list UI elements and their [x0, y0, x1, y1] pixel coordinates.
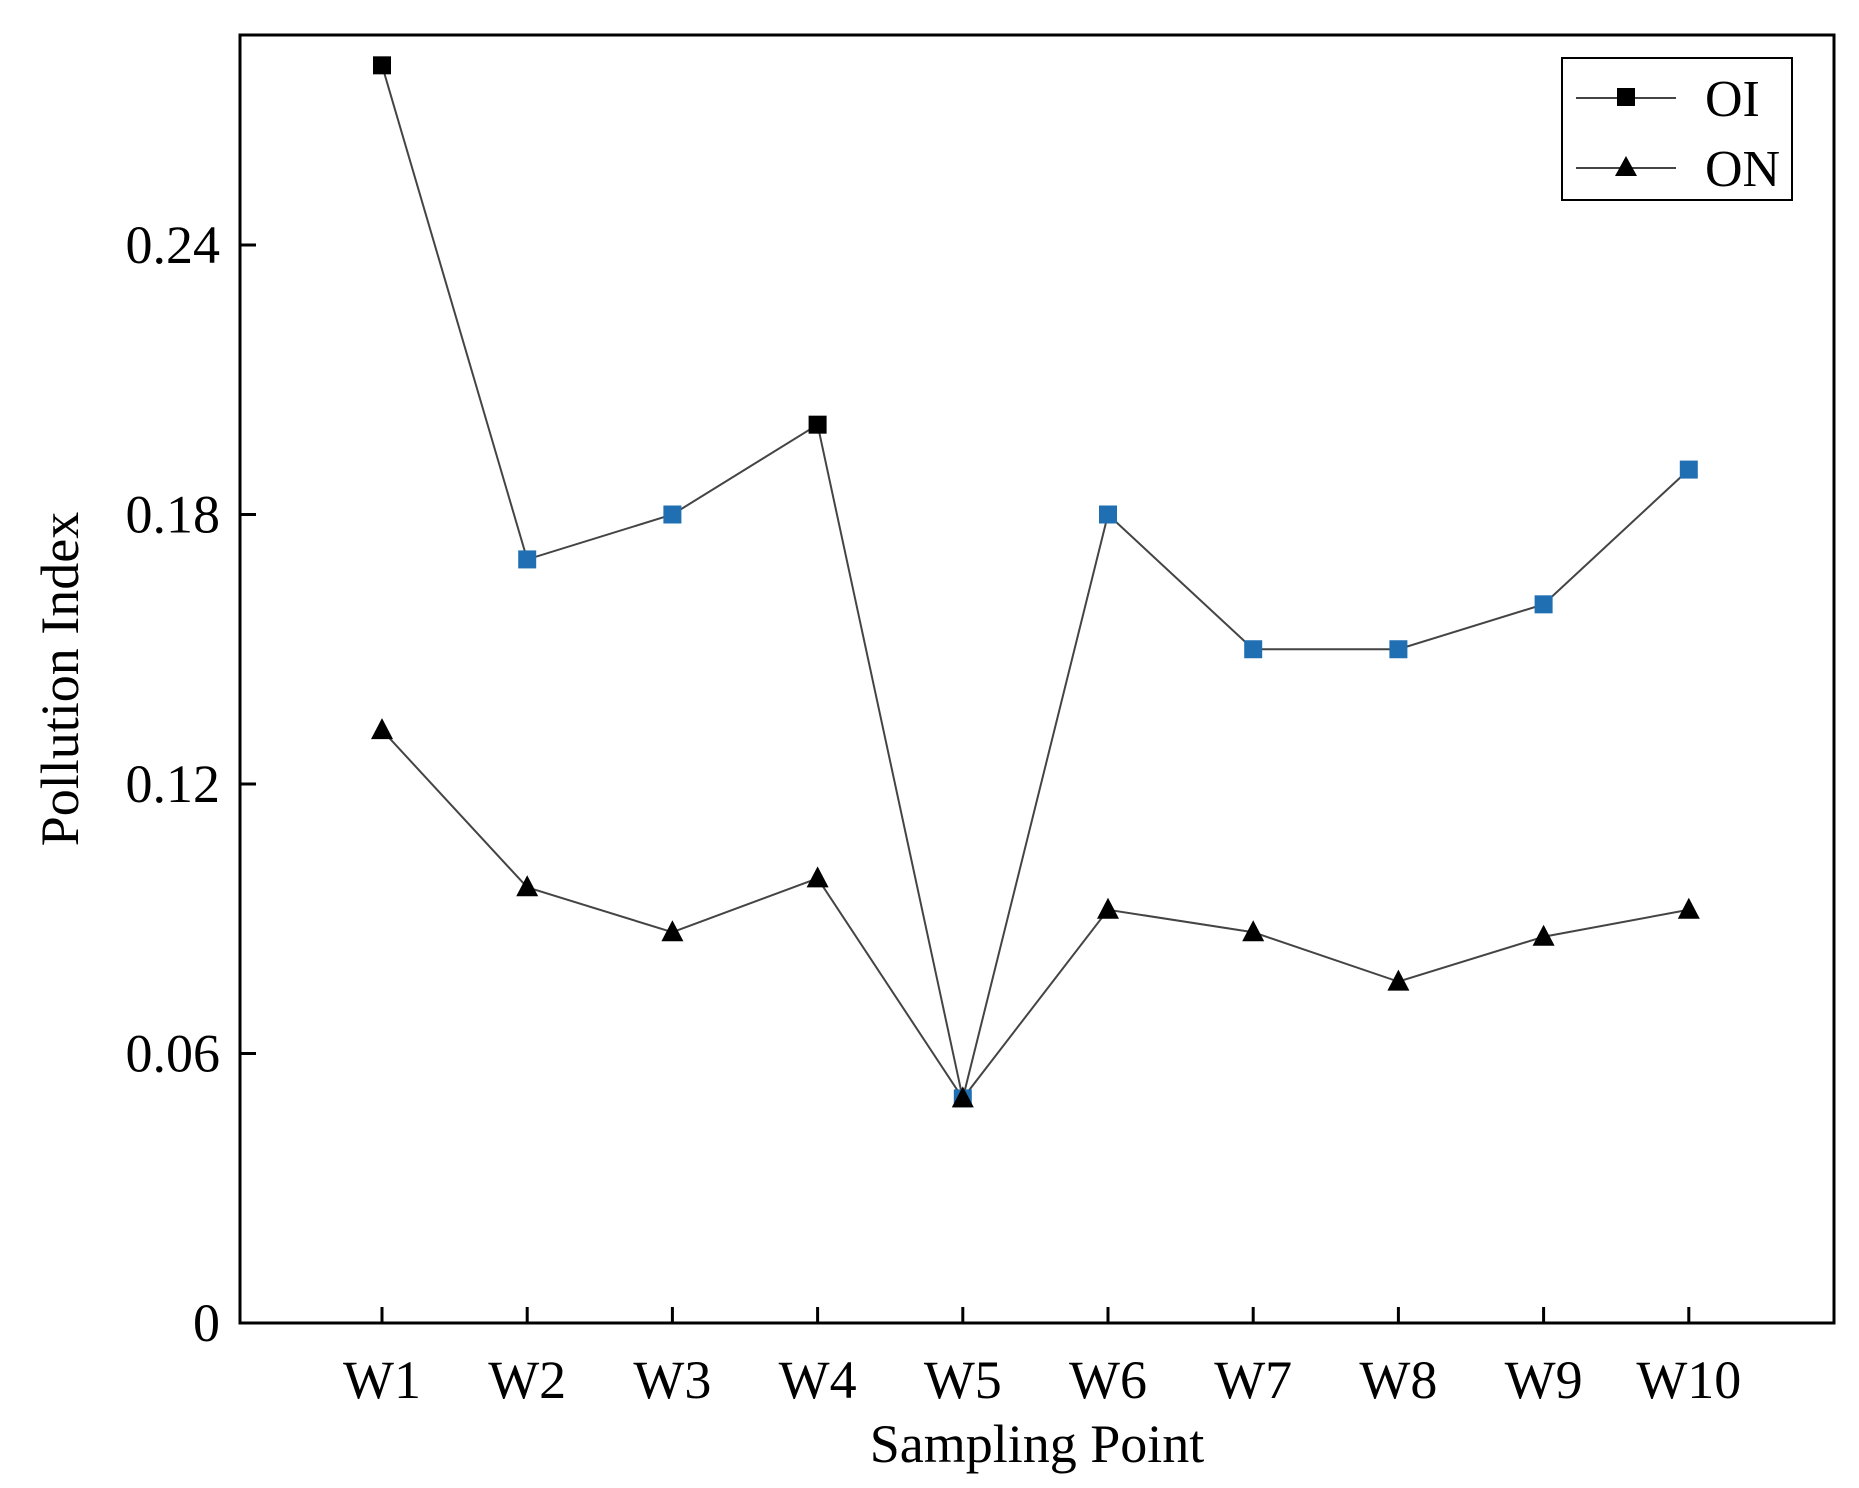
oi-point-w1 — [373, 56, 391, 75]
x-tick-label: W1 — [343, 1350, 421, 1410]
legend-on-marker — [1615, 156, 1637, 176]
x-tick-label: W6 — [1069, 1350, 1147, 1410]
oi-point-w10 — [1679, 460, 1698, 479]
oi-point-w4 — [808, 415, 827, 434]
on-point-w2 — [516, 875, 539, 897]
oi-point-w7 — [1244, 640, 1263, 659]
oi-point-w8 — [1389, 640, 1408, 659]
plot-frame — [238, 33, 1836, 1325]
x-tick-label: W5 — [924, 1350, 1002, 1410]
x-tick-label: W10 — [1636, 1350, 1741, 1410]
x-tick-label: W2 — [488, 1350, 566, 1410]
on-point-w10 — [1677, 897, 1700, 919]
y-tick-label: 0.06 — [126, 1024, 221, 1084]
oi-point-w3 — [663, 505, 682, 524]
x-tick-label: W9 — [1505, 1350, 1583, 1410]
on-point-w8 — [1387, 969, 1410, 991]
series-line-oi — [381, 65, 1690, 1099]
legend-frame — [1561, 57, 1793, 201]
on-point-w4 — [806, 866, 829, 888]
y-tick-label: 0 — [193, 1293, 220, 1353]
x-tick-label: W3 — [633, 1350, 711, 1410]
on-point-w5 — [951, 1086, 974, 1108]
on-point-w1 — [371, 718, 393, 740]
on-point-w6 — [1097, 897, 1119, 919]
legend-oi-marker — [1617, 88, 1635, 106]
on-point-w9 — [1532, 924, 1555, 946]
legend: OI ON — [1561, 57, 1793, 201]
oi-point-w9 — [1534, 595, 1553, 614]
oi-point-w6 — [1099, 505, 1117, 524]
legend-on-label: ON — [1705, 141, 1780, 198]
x-axis-title: Sampling Point — [870, 1414, 1205, 1474]
on-point-w7 — [1242, 920, 1265, 942]
y-tick-label: 0.18 — [126, 485, 221, 545]
x-tick-label: W7 — [1214, 1350, 1292, 1410]
y-tick-label: 0.12 — [126, 754, 221, 814]
legend-oi-label: OI — [1705, 71, 1760, 128]
on-point-w3 — [661, 920, 684, 942]
x-tick-label: W8 — [1359, 1350, 1437, 1410]
x-axis-ticks: W1 W2 W3 W4 W5 W6 W7 W8 W9 W10 — [343, 1307, 1741, 1410]
x-tick-label: W4 — [779, 1350, 857, 1410]
series-lines — [381, 65, 1690, 1101]
y-tick-label: 0.24 — [126, 215, 221, 275]
y-axis-title: Pollution Index — [30, 512, 90, 847]
oi-point-w2 — [518, 550, 537, 569]
y-axis-ticks: 0 0.06 0.12 0.18 0.24 — [126, 215, 256, 1353]
series-line-on — [381, 729, 1689, 1101]
series-markers — [371, 56, 1700, 1108]
